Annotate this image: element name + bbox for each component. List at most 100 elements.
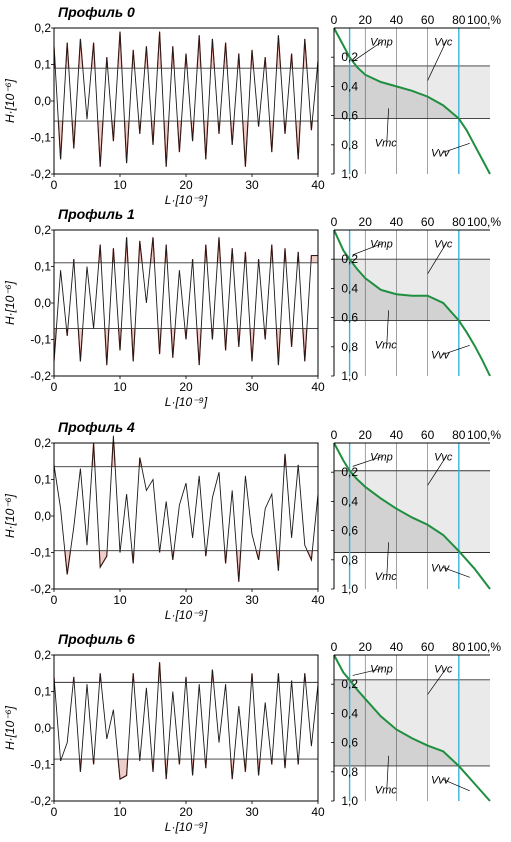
y-tick-label: -0,2: [30, 369, 51, 383]
left-tick-label: 0,8: [341, 340, 358, 354]
plot-frame: [53, 229, 319, 377]
annotation-label: Vmc: [375, 785, 398, 797]
top-tick-label: 0: [331, 428, 338, 442]
top-tick-label: 80: [452, 215, 466, 229]
y-axis-label: H·[10⁻⁶]: [3, 78, 17, 123]
annotation-label: Vmc: [375, 571, 398, 583]
left-tick-label: 0,2: [341, 465, 358, 479]
annotation-leader: [442, 779, 470, 792]
y-tick-label: 0,1: [34, 473, 51, 487]
top-tick-label: 40: [390, 13, 404, 27]
x-tick-label: 10: [113, 178, 127, 192]
x-tick-label: 40: [311, 593, 325, 607]
x-axis-label: L·[10⁻⁹]: [165, 820, 208, 834]
y-tick-label: 0,2: [34, 436, 51, 450]
top-tick-label: 60: [421, 640, 435, 654]
top-tick-label: 0: [331, 215, 338, 229]
plot-frame: [53, 27, 319, 175]
y-tick-label: 0,1: [34, 260, 51, 274]
material-curve: [333, 229, 491, 377]
annotation-leader: [352, 41, 383, 62]
annotation-leader: [427, 456, 447, 486]
annotation-label: Vvv: [431, 147, 451, 159]
left-tick-label: 0,2: [341, 677, 358, 691]
annotation-label: Vvv: [431, 562, 451, 574]
y-tick-label: 0,2: [34, 223, 51, 237]
y-axis-label: H·[10⁻⁶]: [3, 705, 17, 750]
annotation-label: Vmc: [375, 339, 398, 351]
left-tick-label: 1,0: [341, 369, 358, 383]
y-tick-label: -0,1: [30, 131, 51, 145]
plot-frame: [53, 442, 319, 590]
x-tick-label: 20: [179, 178, 193, 192]
top-tick-label: 100,%: [467, 640, 501, 654]
y-tick-label: -0,2: [30, 794, 51, 808]
annotation-label: Vmp: [370, 664, 393, 676]
annotation-leader: [427, 668, 447, 695]
annotation-leader: [352, 243, 383, 256]
x-tick-label: 10: [113, 380, 127, 394]
left-tick-label: 0,2: [341, 50, 358, 64]
top-tick-label: 40: [390, 428, 404, 442]
annotation-leader: [442, 345, 470, 355]
chart-title: Профиль 6: [58, 631, 135, 647]
top-tick-label: 40: [390, 640, 404, 654]
annotation-leader: [427, 41, 447, 81]
material-curve: [333, 442, 491, 590]
annotation-leader: [352, 456, 383, 467]
annotation-label: Vvv: [431, 349, 451, 361]
x-tick-label: 10: [113, 593, 127, 607]
left-tick-label: 0,6: [341, 524, 358, 538]
top-tick-label: 60: [421, 13, 435, 27]
top-tick-label: 100,%: [467, 428, 501, 442]
chart-title: Профиль 0: [58, 4, 135, 20]
y-axis-label: H·[10⁻⁶]: [3, 493, 17, 538]
annotation-label: Vmc: [375, 137, 398, 149]
profile-panel-1: Профиль 1 0,2 0,1 0,0 -0,1 -0,20 10 20 30 40 H·[10…: [3, 206, 325, 409]
x-tick-label: 30: [245, 178, 259, 192]
y-tick-label: -0,2: [30, 582, 51, 596]
y-tick-label: 0,0: [34, 509, 51, 523]
x-tick-label: 10: [113, 805, 127, 819]
left-tick-label: 0,4: [341, 79, 358, 93]
x-tick-label: 30: [245, 380, 259, 394]
profile-panel-3: Профиль 6 0,2 0,1 0,0 -0,1 -0,20 10 20 30 40 H·[10…: [3, 631, 325, 834]
material-curve: [333, 27, 491, 175]
x-tick-label: 0: [51, 805, 58, 819]
left-tick-label: 0,8: [341, 138, 358, 152]
x-tick-label: 40: [311, 805, 325, 819]
material-curve-panel-1: 0 20 40 60 80 100,% 0,2 0,4 0,6 0,8 1,0 Vmp Vvc Vmc Vv…: [331, 215, 502, 383]
top-tick-label: 0: [331, 13, 338, 27]
top-tick-label: 60: [421, 215, 435, 229]
annotation-leader: [442, 567, 470, 578]
top-tick-label: 100,%: [467, 13, 501, 27]
left-tick-label: 0,8: [341, 765, 358, 779]
y-tick-label: 0,0: [34, 721, 51, 735]
material-curve: [333, 654, 491, 802]
y-tick-label: 0,2: [34, 21, 51, 35]
x-tick-label: 0: [51, 380, 58, 394]
profile-line: [53, 662, 319, 780]
top-tick-label: 20: [359, 13, 373, 27]
left-tick-label: 1,0: [341, 582, 358, 596]
plot-frame: [53, 654, 319, 802]
y-tick-label: 0,1: [34, 58, 51, 72]
x-axis-label: L·[10⁻⁹]: [165, 193, 208, 207]
annotation-leader: [386, 542, 389, 577]
x-tick-label: 30: [245, 805, 259, 819]
x-tick-label: 0: [51, 178, 58, 192]
annotation-leader: [386, 108, 389, 143]
annotation-label: Vvc: [434, 239, 453, 251]
left-tick-label: 1,0: [341, 794, 358, 808]
left-tick-label: 0,6: [341, 311, 358, 325]
top-tick-label: 40: [390, 215, 404, 229]
y-tick-label: 0,1: [34, 685, 51, 699]
y-tick-label: -0,2: [30, 167, 51, 181]
annotation-label: Vmp: [370, 452, 393, 464]
x-tick-label: 40: [311, 178, 325, 192]
y-tick-label: -0,1: [30, 546, 51, 560]
top-tick-label: 80: [452, 13, 466, 27]
core-material-fill: [334, 470, 461, 553]
annotation-leader: [386, 755, 389, 790]
left-tick-label: 1,0: [341, 167, 358, 181]
